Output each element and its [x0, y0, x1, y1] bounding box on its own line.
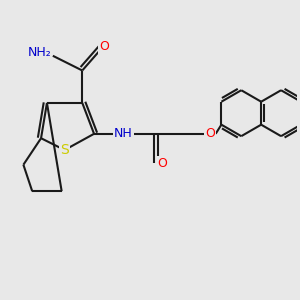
- Text: NH₂: NH₂: [28, 46, 51, 59]
- Text: O: O: [99, 40, 109, 53]
- Text: S: S: [60, 143, 69, 157]
- Text: O: O: [206, 127, 215, 140]
- Text: NH: NH: [114, 127, 133, 140]
- Text: O: O: [157, 157, 167, 170]
